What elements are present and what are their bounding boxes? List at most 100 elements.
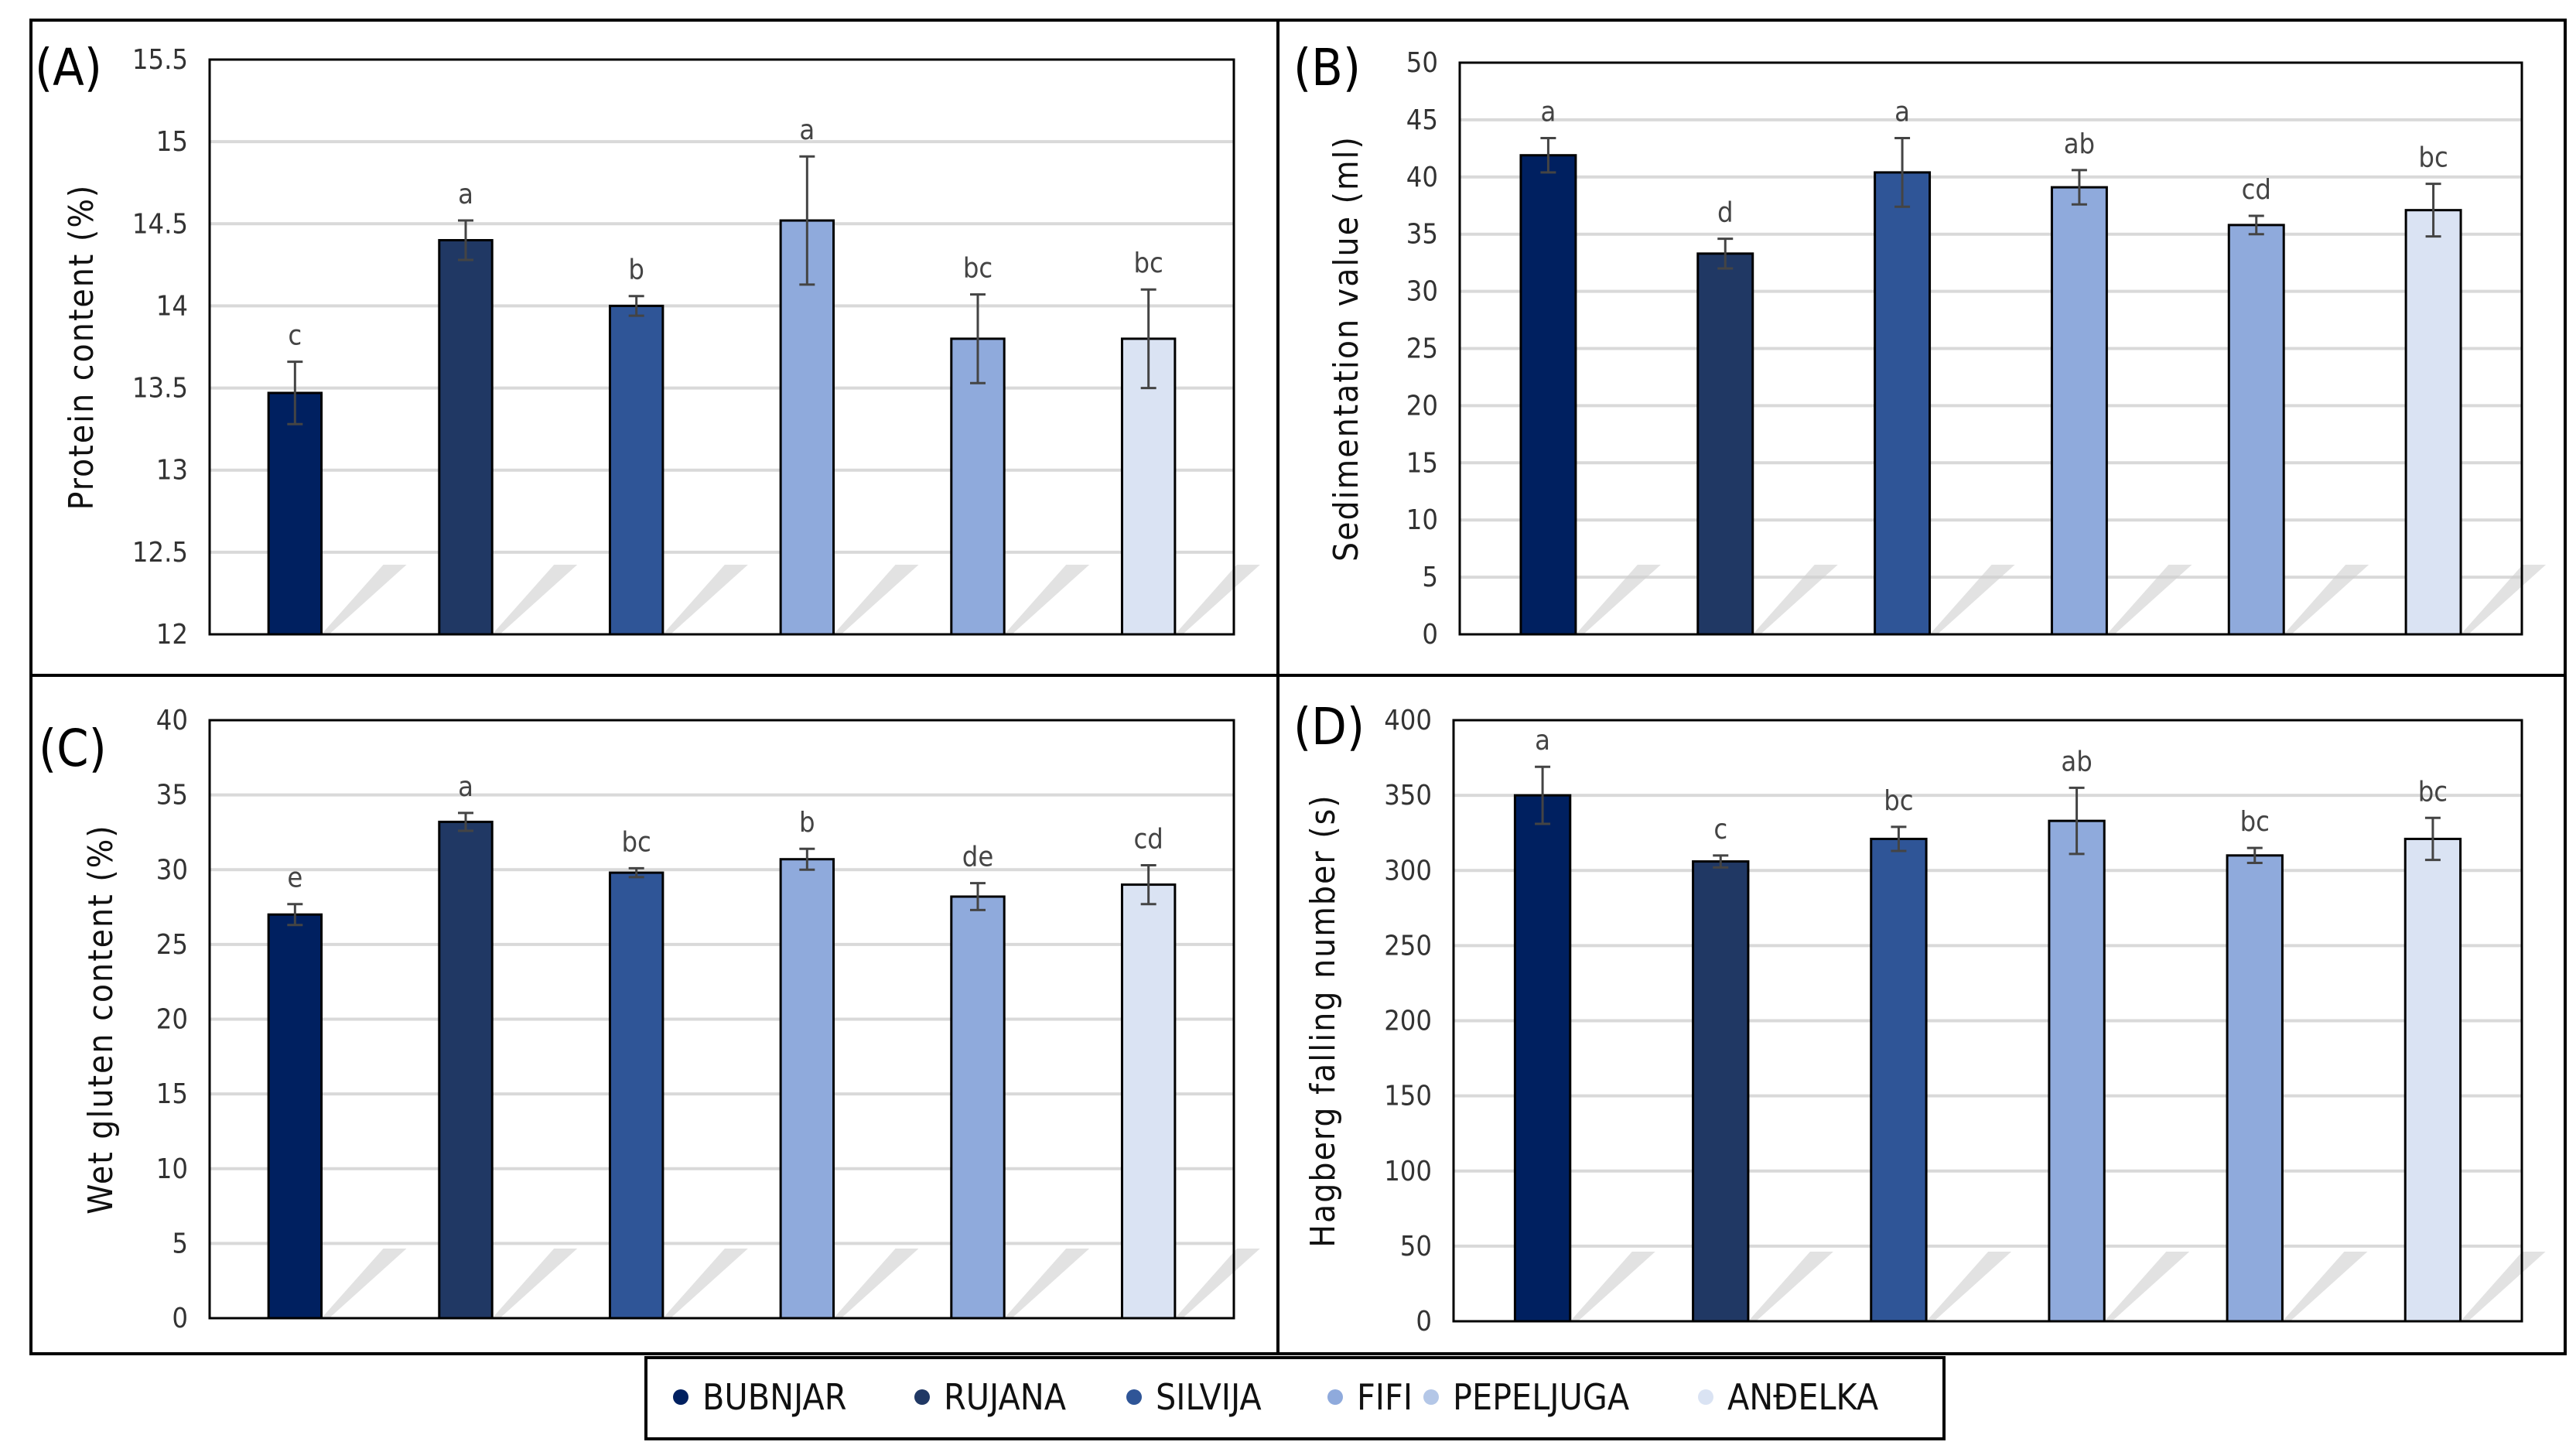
y-tick-label: 15	[1406, 447, 1438, 479]
bar-shadow	[321, 1249, 407, 1318]
legend-label: SILVIJA	[1156, 1376, 1262, 1418]
legend-label: FIFI	[1357, 1376, 1413, 1418]
significance-letter: a	[799, 114, 815, 146]
bar-shadow	[1570, 1252, 1655, 1321]
significance-letter: a	[458, 771, 473, 803]
legend-item-rujana: RUJANA	[914, 1376, 1066, 1418]
bar-shadow	[492, 565, 578, 634]
significance-letter: bc	[963, 253, 992, 285]
significance-letter: bc	[1133, 248, 1163, 279]
panel-label: (A)	[35, 38, 102, 97]
significance-letter: bc	[1884, 785, 1913, 817]
bar-fifi	[2048, 819, 2106, 1323]
y-tick-label: 25	[156, 929, 188, 961]
significance-letter: bc	[2418, 142, 2448, 174]
y-tick-label: 35	[1406, 219, 1438, 251]
legend-item-fifi: FIFI	[1327, 1376, 1413, 1418]
y-tick-label: 14.5	[132, 208, 188, 240]
bar-rujana	[1696, 252, 1754, 636]
y-tick-label: 40	[156, 705, 188, 736]
y-tick-label: 35	[156, 780, 188, 811]
y-tick-label: 40	[1406, 162, 1438, 193]
plot-border	[208, 719, 1235, 1320]
bar-silvija	[608, 871, 664, 1320]
panel-label: (C)	[39, 719, 107, 778]
bar-shadow	[662, 565, 748, 634]
y-tick-label: 30	[1406, 276, 1438, 308]
y-tick-label: 5	[172, 1228, 188, 1259]
bar-anđelka	[1120, 883, 1177, 1320]
chart-panel-a: 12 12.5 13 13.5 14 14.5 15 15.5 c a b a bc bc Protein …	[35, 38, 1260, 651]
y-tick-label: 350	[1384, 780, 1432, 811]
y-tick-label: 15	[156, 126, 188, 158]
legend-marker-icon	[1126, 1389, 1142, 1405]
bar-pepeljuga	[2227, 224, 2285, 636]
y-tick-label: 0	[172, 1303, 188, 1334]
significance-letter: b	[628, 255, 644, 286]
chart-panel-b: 0 5 10 15 20 25 30 35 40 45 50 a d a ab cd bc Sedimentati…	[1293, 38, 2547, 651]
chart-panel-c: 0 5 10 15 20 25 30 35 40 e a bc b de cd Wet gluten cont…	[39, 705, 1260, 1334]
y-tick-label: 14	[156, 290, 188, 322]
y-tick-label: 50	[1400, 1231, 1432, 1262]
significance-letter: ab	[2061, 746, 2092, 777]
bar-rujana	[1692, 860, 1750, 1323]
legend-marker-icon	[1698, 1389, 1713, 1405]
y-axis-label: Wet gluten content (%)	[81, 824, 121, 1214]
bar-fifi	[2050, 186, 2108, 636]
legend-marker-icon	[673, 1389, 688, 1405]
y-tick-label: 45	[1406, 104, 1438, 136]
figure-border	[29, 19, 2567, 1355]
legend-label: ANĐELKA	[1727, 1376, 1878, 1418]
y-tick-label: 0	[1416, 1306, 1432, 1338]
y-tick-label: 200	[1384, 1006, 1432, 1037]
bar-silvija	[1874, 171, 1932, 636]
bar-shadow	[2461, 565, 2547, 634]
bar-pepeljuga	[2226, 854, 2284, 1323]
bar-shadow	[1174, 565, 1260, 634]
legend-label: BUBNJAR	[702, 1376, 846, 1418]
bar-bubnjar	[267, 391, 323, 636]
bar-rujana	[438, 239, 494, 636]
bar-shadow	[833, 565, 919, 634]
significance-letter: b	[799, 807, 815, 839]
legend-item-silvija: SILVIJA	[1126, 1376, 1262, 1418]
y-tick-label: 13	[156, 455, 188, 487]
y-tick-label: 400	[1384, 705, 1432, 736]
significance-letter: a	[1535, 725, 1550, 757]
legend-item-anđelka: ANĐELKA	[1698, 1376, 1878, 1418]
legend-item-pepeljuga: PEPELJUGA	[1423, 1376, 1629, 1418]
y-tick-label: 15.5	[132, 44, 188, 76]
y-tick-label: 30	[156, 854, 188, 886]
bar-shadow	[2460, 1252, 2546, 1321]
y-tick-label: 25	[1406, 333, 1438, 365]
y-tick-label: 20	[1406, 390, 1438, 422]
legend-box	[644, 1356, 1946, 1440]
y-tick-label: 50	[1406, 47, 1438, 79]
plot-border	[1458, 61, 2523, 636]
bar-bubnjar	[1513, 794, 1572, 1323]
bar-shadow	[1575, 565, 1661, 634]
significance-letter: de	[962, 842, 994, 873]
significance-letter: c	[1713, 814, 1727, 846]
bar-shadow	[1752, 565, 1838, 634]
panel-label: (D)	[1293, 697, 1365, 757]
bar-shadow	[492, 1249, 578, 1318]
plot-border	[208, 58, 1235, 636]
y-axis-label: Sedimentation value (ml)	[1327, 135, 1366, 562]
y-tick-label: 10	[1406, 504, 1438, 536]
bar-shadow	[2282, 1252, 2368, 1321]
bar-bubnjar	[267, 913, 323, 1320]
bar-shadow	[1748, 1252, 1833, 1321]
plot-area	[210, 60, 1234, 634]
bar-shadow	[1004, 1249, 1090, 1318]
bar-anđelka	[2403, 837, 2462, 1323]
bar-rujana	[438, 820, 494, 1320]
bar-shadow	[2284, 565, 2369, 634]
significance-letter: e	[287, 863, 302, 894]
significance-letter: bc	[2418, 776, 2448, 808]
y-tick-label: 13.5	[132, 373, 188, 405]
significance-letter: bc	[621, 826, 651, 858]
bar-fifi	[779, 858, 835, 1320]
legend-marker-icon	[1327, 1389, 1343, 1405]
